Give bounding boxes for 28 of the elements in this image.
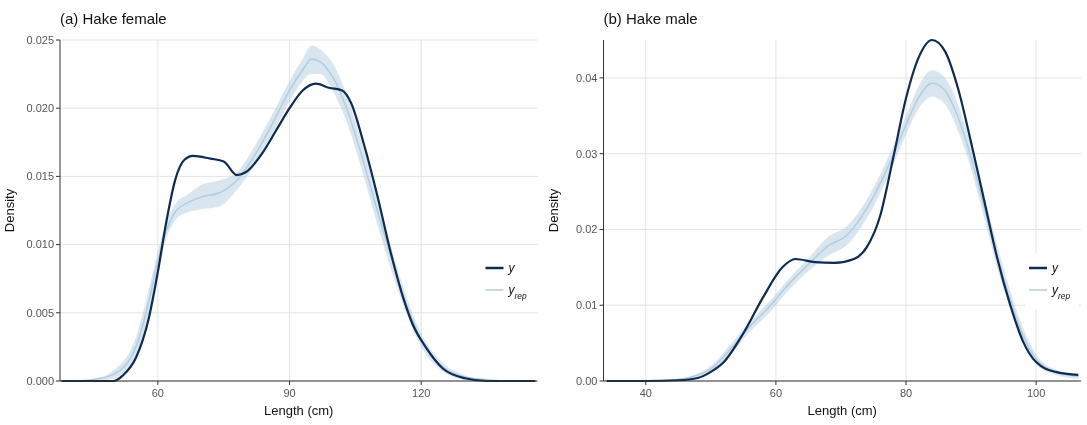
y-tick-label: 0.010 bbox=[26, 238, 54, 251]
y-tick-label: 0.005 bbox=[26, 306, 54, 319]
x-tick-label: 90 bbox=[283, 387, 296, 399]
x-tick-label: 60 bbox=[151, 387, 164, 399]
y-tick-label: 0.015 bbox=[26, 170, 54, 183]
y-axis-title: Density bbox=[545, 188, 561, 233]
x-tick-label: 80 bbox=[899, 387, 913, 399]
y-tick-label: 0.01 bbox=[576, 299, 598, 312]
chart-title: (a) Hake female bbox=[60, 10, 167, 27]
y-tick-label: 0.025 bbox=[26, 33, 54, 46]
y-tick-label: 0.020 bbox=[26, 102, 54, 115]
y-tick-label: 0.000 bbox=[26, 374, 54, 387]
legend-label: y$_{rep}$ bbox=[507, 283, 527, 302]
x-tick-label: 60 bbox=[769, 387, 783, 399]
y-tick-label: 0.00 bbox=[576, 374, 598, 387]
y-tick-label: 0.03 bbox=[576, 147, 598, 160]
x-tick-label: 100 bbox=[1026, 387, 1046, 399]
x-tick-label: 120 bbox=[412, 387, 431, 399]
chart-title: (b) Hake male bbox=[603, 10, 698, 27]
x-axis-title: Length (cm) bbox=[264, 403, 334, 418]
x-tick-label: 40 bbox=[639, 387, 652, 399]
legend-label: y bbox=[1051, 261, 1059, 276]
y-axis-title: Density bbox=[2, 188, 17, 233]
x-axis-title: Length (cm) bbox=[807, 403, 877, 418]
y-tick-label: 0.04 bbox=[576, 71, 598, 84]
y-tick-label: 0.02 bbox=[576, 223, 598, 236]
legend-label: y bbox=[507, 261, 516, 276]
legend-label: y$_{rep}$ bbox=[1051, 283, 1071, 302]
